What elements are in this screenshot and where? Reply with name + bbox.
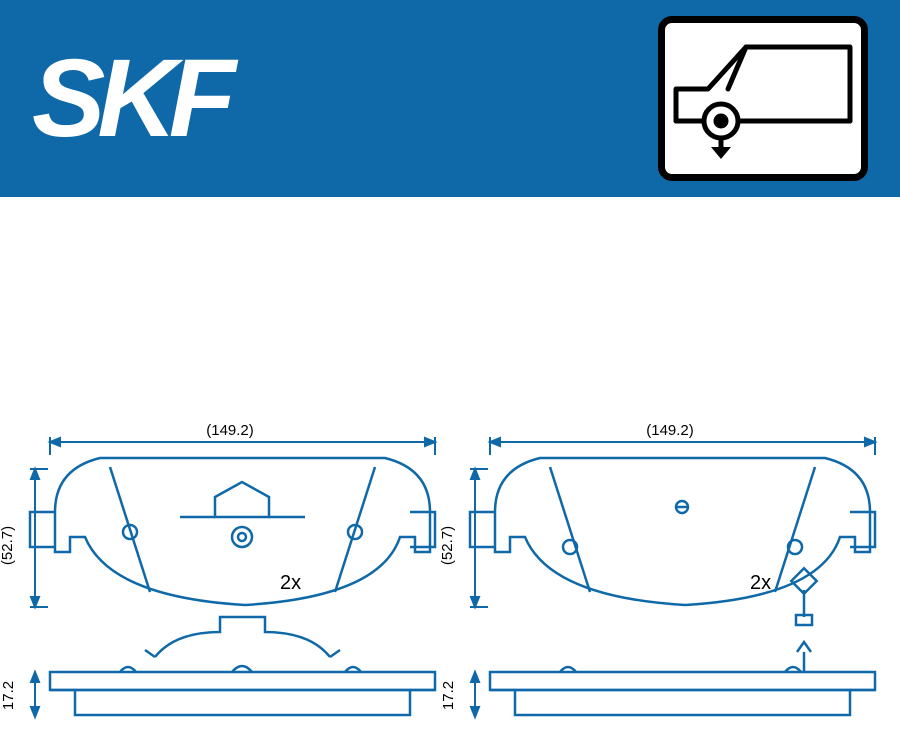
brake-pad-right-drawing <box>460 397 880 737</box>
height-dimension-left: (52.7) <box>0 526 16 565</box>
width-dimension-right: (149.2) <box>460 422 880 439</box>
brand-logo: SKF <box>32 44 228 154</box>
car-front-axle-icon <box>668 29 858 169</box>
quantity-right: 2x <box>750 572 771 595</box>
axle-location-icon-box <box>658 16 868 181</box>
quantity-left: 2x <box>280 572 301 595</box>
thickness-dimension-left: 17.2 <box>0 681 17 710</box>
brake-pad-left-drawing <box>20 397 440 737</box>
brake-pad-left-group: (149.2) (52.7) 2x 17.2 <box>20 397 440 737</box>
header-bar: SKF <box>0 0 900 197</box>
diagram-content: (149.2) (52.7) 2x 17.2 <box>0 197 900 741</box>
brake-pad-right-group: (149.2) (52.7) 2x 17.2 <box>460 397 880 737</box>
height-dimension-right: (52.7) <box>439 526 456 565</box>
width-dimension-left: (149.2) <box>20 422 440 439</box>
thickness-dimension-right: 17.2 <box>440 681 457 710</box>
